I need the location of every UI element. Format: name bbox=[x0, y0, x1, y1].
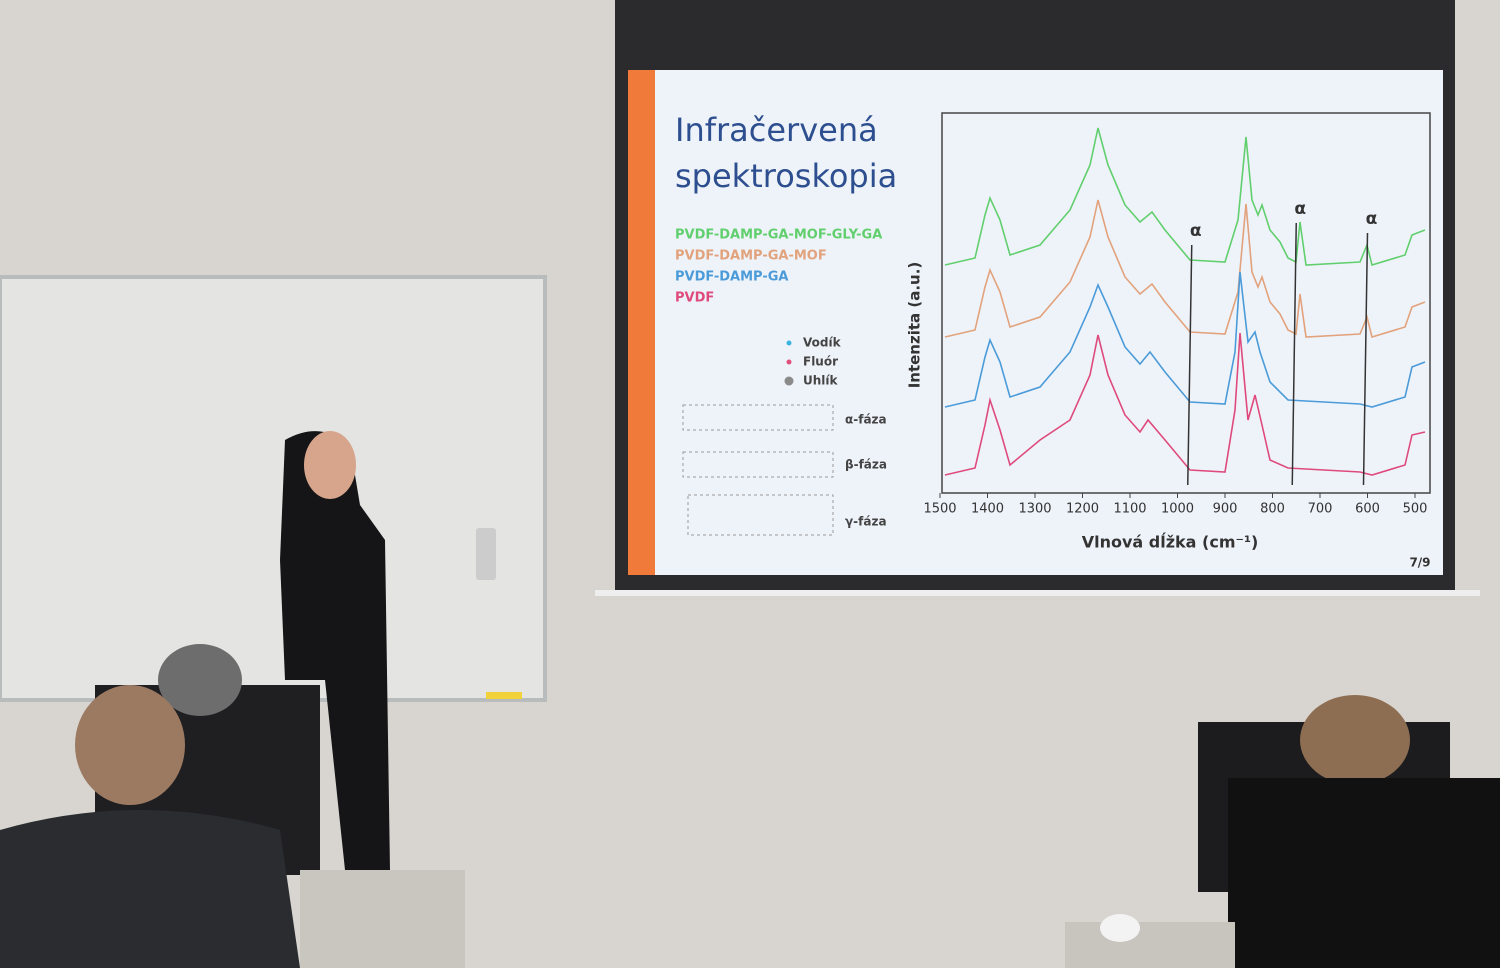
atom-marker bbox=[786, 340, 792, 346]
person-body bbox=[0, 810, 300, 968]
atom-label: Vodík bbox=[803, 336, 842, 350]
x-tick-label: 700 bbox=[1308, 502, 1333, 517]
legend-entry: PVDF bbox=[675, 291, 714, 306]
audience bbox=[0, 431, 1500, 968]
alpha-line bbox=[1291, 222, 1297, 486]
atom-marker bbox=[786, 359, 792, 365]
spectrum bbox=[944, 199, 1426, 339]
person-head bbox=[75, 685, 185, 805]
x-tick-label: 1100 bbox=[1113, 502, 1146, 517]
x-tick-label: 1500 bbox=[923, 502, 956, 517]
annotation: α bbox=[1366, 209, 1378, 229]
x-tick-label: 500 bbox=[1403, 502, 1428, 517]
desk bbox=[300, 870, 465, 968]
x-tick-label: 1200 bbox=[1066, 502, 1099, 517]
switch bbox=[476, 528, 496, 580]
atom-label: Uhlík bbox=[803, 374, 839, 388]
slide-stripe bbox=[628, 70, 655, 575]
x-tick-label: 900 bbox=[1213, 502, 1238, 517]
spectra bbox=[944, 127, 1426, 476]
x-axis-label: Vlnová dĺžka (cm⁻¹) bbox=[1082, 533, 1259, 552]
x-tick-label: 1300 bbox=[1018, 502, 1051, 517]
legend-entry: PVDF-DAMP-GA bbox=[675, 270, 788, 285]
y-axis-label: Intenzita (a.u.) bbox=[906, 262, 924, 389]
gamma-chain bbox=[687, 494, 834, 536]
slide-title: Infračervená bbox=[675, 111, 878, 149]
annotation: α bbox=[1190, 221, 1202, 241]
spectrum bbox=[944, 271, 1426, 408]
plot-frame bbox=[941, 112, 1431, 494]
x-tick-label: 800 bbox=[1260, 502, 1285, 517]
page-number: 7/9 bbox=[1409, 556, 1430, 570]
whiteboard bbox=[0, 275, 547, 702]
desk bbox=[1065, 922, 1235, 968]
x-tick-label: 1400 bbox=[971, 502, 1004, 517]
atom-marker bbox=[784, 376, 794, 386]
legend-entry: PVDF-DAMP-GA-MOF-GLY-GA bbox=[675, 228, 882, 243]
spectrum bbox=[944, 127, 1426, 267]
legend-entry: PVDF-DAMP-GA-MOF bbox=[675, 249, 827, 264]
atom-label: Fluór bbox=[803, 355, 838, 369]
slide bbox=[628, 70, 1443, 575]
phase-label: α-fáza bbox=[845, 413, 887, 427]
spectrum bbox=[944, 332, 1426, 476]
ledge bbox=[595, 590, 1480, 596]
cup bbox=[1100, 914, 1140, 942]
alpha-line bbox=[1362, 232, 1369, 486]
slide-title: spektroskopia bbox=[675, 157, 897, 195]
presenter-face bbox=[304, 431, 356, 499]
molecule-icons bbox=[682, 404, 834, 536]
person-head bbox=[158, 644, 242, 716]
phase-label: β-fáza bbox=[845, 458, 887, 472]
annotation: α bbox=[1294, 199, 1306, 219]
x-tick-label: 600 bbox=[1355, 502, 1380, 517]
alpha-chain bbox=[682, 404, 834, 431]
alpha-line bbox=[1187, 244, 1193, 486]
marker bbox=[486, 692, 522, 699]
presenter bbox=[280, 431, 390, 870]
x-tick-label: 1000 bbox=[1161, 502, 1194, 517]
beta-chain bbox=[682, 451, 834, 478]
monitor bbox=[1228, 778, 1500, 968]
person-head bbox=[1300, 695, 1410, 785]
phase-label: γ-fáza bbox=[845, 515, 887, 529]
